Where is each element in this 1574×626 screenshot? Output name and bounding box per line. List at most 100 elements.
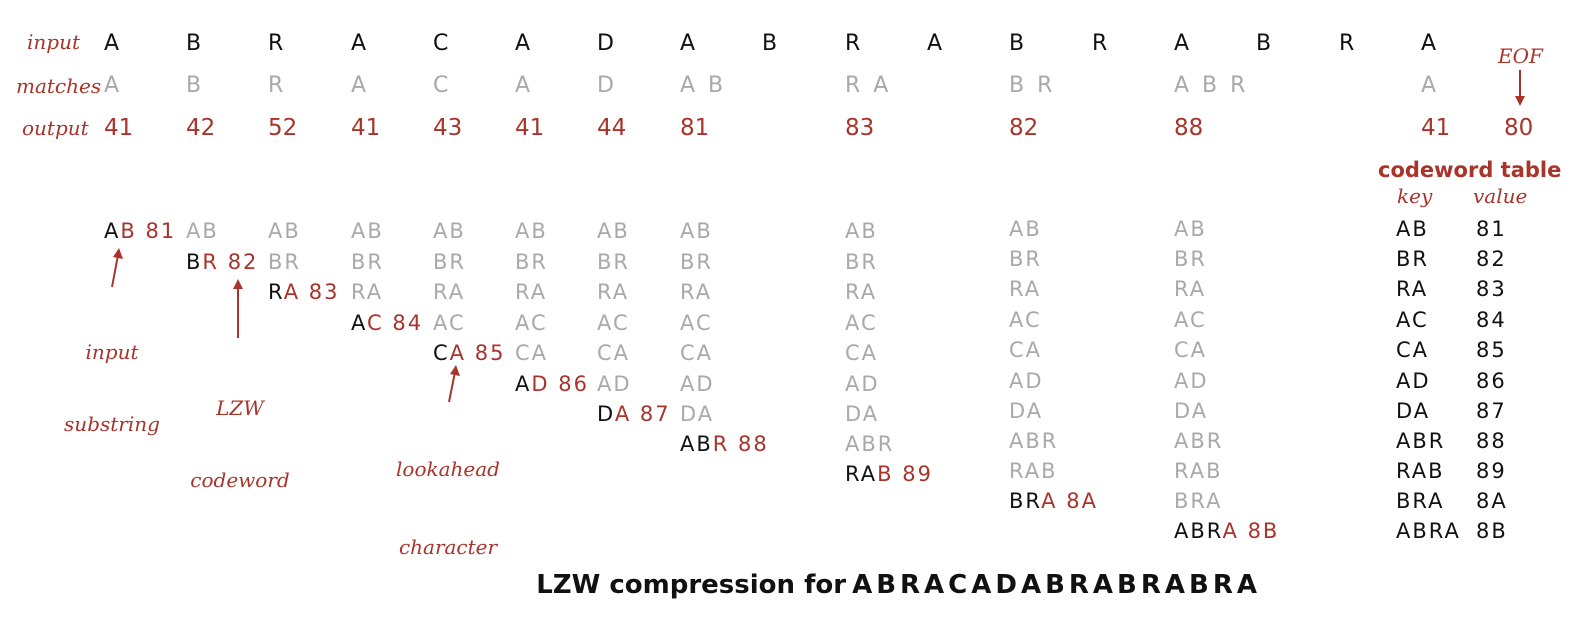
- entry-lookahead: A: [1222, 519, 1239, 543]
- codeword-table-value: 8B: [1476, 519, 1508, 543]
- entry-prefix: A: [351, 311, 367, 335]
- previous-dictionary-entry: AB: [680, 219, 713, 243]
- entry-lookahead: B: [877, 462, 894, 486]
- caption: LZW compression for ABRACADABRABRABRA: [500, 546, 1261, 624]
- input-char: B: [1009, 31, 1025, 56]
- previous-dictionary-entry: CA: [845, 341, 879, 365]
- input-char: R: [845, 31, 861, 56]
- previous-dictionary-entry: DA: [1174, 399, 1209, 423]
- previous-dictionary-entry: AC: [433, 311, 466, 335]
- previous-dictionary-entry: AB: [845, 219, 878, 243]
- caption-sequence: ABRACADABRABRABRA: [852, 570, 1261, 600]
- previous-dictionary-entry: AD: [1009, 369, 1044, 393]
- entry-code: 81: [136, 219, 177, 243]
- new-dictionary-entry: RA 83: [268, 282, 340, 303]
- codeword-table-value: 8A: [1476, 489, 1508, 513]
- entry-code: 88: [729, 432, 769, 456]
- previous-dictionary-entry: RA: [1174, 277, 1207, 301]
- output-codeword: 44: [597, 115, 627, 141]
- previous-dictionary-entry: AB: [351, 219, 384, 243]
- entry-code: 89: [893, 462, 933, 486]
- previous-dictionary-entry: AD: [597, 372, 632, 396]
- previous-dictionary-entry: RA: [433, 280, 466, 304]
- previous-dictionary-entry: AB: [1174, 217, 1207, 241]
- previous-dictionary-entry: BR: [351, 250, 384, 274]
- previous-dictionary-entry: AC: [680, 311, 713, 335]
- new-dictionary-entry: AD 86: [515, 374, 589, 395]
- new-dictionary-entry: AC 84: [351, 313, 423, 334]
- previous-dictionary-entry: AD: [1174, 369, 1209, 393]
- previous-dictionary-entry: BR: [597, 250, 630, 274]
- entry-prefix: AB: [680, 432, 713, 456]
- codeword-table-key-header: key: [1397, 184, 1433, 208]
- annotation-lzw-codeword: LZW codeword: [188, 348, 292, 540]
- previous-dictionary-entry: RA: [515, 280, 548, 304]
- match-substring: A B R: [1174, 73, 1249, 98]
- previous-dictionary-entry: CA: [1009, 338, 1043, 362]
- entry-prefix: A: [104, 219, 121, 243]
- codeword-table-key: RAB: [1396, 459, 1445, 483]
- entry-lookahead: A: [614, 402, 632, 426]
- codeword-table-value: 82: [1476, 247, 1507, 271]
- previous-dictionary-entry: BR: [268, 250, 301, 274]
- new-dictionary-entry: DA 87: [597, 404, 671, 425]
- codeword-table-key: RA: [1396, 277, 1429, 301]
- previous-dictionary-entry: AC: [597, 311, 630, 335]
- annotation-lookahead-character: lookahead character: [388, 404, 508, 612]
- codeword-table-key: AC: [1396, 308, 1429, 332]
- entry-lookahead: C: [367, 311, 384, 335]
- entry-code: 8B: [1238, 519, 1280, 543]
- codeword-table-value: 89: [1476, 459, 1507, 483]
- previous-dictionary-entry: AB: [1009, 217, 1042, 241]
- annotation-input-substring: input substring: [60, 292, 164, 484]
- matches-row-label: matches: [16, 74, 102, 98]
- entry-lookahead: R: [202, 250, 220, 274]
- entry-code: 8A: [1057, 489, 1098, 513]
- previous-dictionary-entry: AD: [680, 372, 715, 396]
- previous-dictionary-entry: AD: [845, 372, 880, 396]
- entry-prefix: B: [186, 250, 203, 274]
- eof-label: EOF: [1498, 44, 1543, 68]
- new-dictionary-entry: ABRA 8B: [1174, 521, 1279, 542]
- output-codeword: 41: [515, 115, 545, 141]
- previous-dictionary-entry: BR: [433, 250, 466, 274]
- entry-lookahead: R: [712, 432, 730, 456]
- input-char: D: [597, 31, 614, 56]
- output-codeword: 43: [433, 115, 463, 141]
- entry-lookahead: A: [1041, 489, 1058, 513]
- output-codeword: 41: [1421, 115, 1451, 141]
- previous-dictionary-entry: AC: [515, 311, 548, 335]
- entry-code: 85: [466, 341, 506, 365]
- match-substring: A: [515, 73, 534, 98]
- previous-dictionary-entry: DA: [845, 402, 880, 426]
- codeword-table-key: CA: [1396, 338, 1430, 362]
- codeword-table-key: ABR: [1396, 429, 1446, 453]
- input-char: A: [927, 31, 943, 56]
- output-codeword: 80: [1504, 115, 1534, 141]
- match-substring: B R: [1009, 73, 1056, 98]
- input-char: B: [186, 31, 202, 56]
- annotation-line-2: codeword: [190, 468, 290, 492]
- codeword-table-key: AB: [1396, 217, 1429, 241]
- codeword-table-key: AD: [1396, 369, 1431, 393]
- entry-prefix: C: [433, 341, 450, 365]
- previous-dictionary-entry: AB: [268, 219, 301, 243]
- caption-text: LZW compression for: [536, 570, 847, 600]
- previous-dictionary-entry: BR: [1009, 247, 1042, 271]
- codeword-table-value: 87: [1476, 399, 1507, 423]
- entry-code: 86: [549, 372, 589, 396]
- previous-dictionary-entry: RA: [351, 280, 384, 304]
- match-substring: A: [1421, 73, 1440, 98]
- output-codeword: 82: [1009, 115, 1039, 141]
- input-char: R: [1339, 31, 1355, 56]
- output-codeword: 41: [351, 115, 381, 141]
- previous-dictionary-entry: BR: [680, 250, 713, 274]
- codeword-table-key: ABRA: [1396, 519, 1461, 543]
- entry-code: 82: [219, 250, 259, 274]
- input-char: A: [1421, 31, 1437, 56]
- input-char: R: [268, 31, 284, 56]
- entry-prefix: D: [597, 402, 615, 426]
- codeword-table-value: 88: [1476, 429, 1507, 453]
- output-codeword: 41: [104, 115, 134, 141]
